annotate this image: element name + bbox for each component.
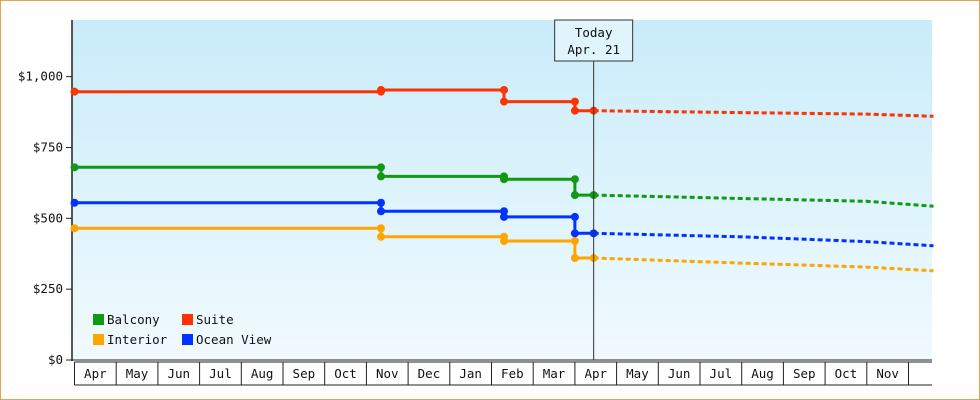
data-point-interior[interactable] (70, 224, 79, 233)
legend-swatch-ocean-view (182, 334, 193, 345)
data-point-balcony[interactable] (376, 172, 385, 181)
x-tick-label: Nov (376, 366, 399, 381)
data-point-balcony[interactable] (500, 175, 509, 184)
y-tick-label: $0 (48, 352, 63, 367)
data-point-balcony[interactable] (570, 191, 579, 200)
x-tick-label: Feb (501, 366, 524, 381)
x-tick-label: Mar (543, 366, 566, 381)
legend-swatch-balcony (93, 314, 104, 325)
x-tick-label: Sep (793, 366, 816, 381)
data-point-ocean-view[interactable] (70, 198, 79, 207)
data-point-ocean-view[interactable] (500, 207, 509, 216)
data-point-suite[interactable] (376, 85, 385, 94)
legend-swatch-interior (93, 334, 104, 345)
x-tick-label: Jan (459, 366, 482, 381)
forecast-line-suite (593, 109, 934, 118)
x-tick-label: Oct (835, 366, 858, 381)
y-tick-label: $1,000 (18, 69, 63, 84)
y-tick-label: $250 (33, 281, 63, 296)
data-point-suite[interactable] (70, 87, 79, 96)
legend-label-ocean-view: Ocean View (196, 332, 272, 347)
data-point-ocean-view[interactable] (376, 207, 385, 216)
data-point-interior[interactable] (376, 232, 385, 241)
x-tick-label: Nov (876, 366, 899, 381)
forecast-line-interior (593, 256, 934, 273)
today-title: Today (575, 25, 613, 40)
legend-label-interior: Interior (107, 332, 168, 347)
forecast-line-ocean-view (593, 231, 934, 248)
data-point-ocean-view[interactable] (376, 198, 385, 207)
x-tick-label: Jun (668, 366, 691, 381)
x-tick-label: Apr (584, 366, 607, 381)
x-tick-label: Apr (84, 366, 107, 381)
legend-label-balcony: Balcony (107, 312, 160, 327)
data-point-ocean-view[interactable] (570, 212, 579, 221)
x-tick-label: Aug (251, 366, 274, 381)
legend-swatch-suite (182, 314, 193, 325)
x-tick-label: Dec (418, 366, 441, 381)
x-tick-label: Jun (167, 366, 190, 381)
x-tick-label: Sep (293, 366, 316, 381)
y-tick-label: $750 (33, 140, 63, 155)
data-point-ocean-view[interactable] (500, 212, 509, 221)
y-tick-label: $500 (33, 210, 63, 225)
data-point-suite[interactable] (570, 97, 579, 106)
x-tick-label: Jul (209, 366, 232, 381)
x-tick-label: Oct (334, 366, 357, 381)
legend-label-suite: Suite (196, 312, 234, 327)
data-point-balcony[interactable] (570, 175, 579, 184)
data-point-suite[interactable] (500, 85, 509, 94)
data-point-interior[interactable] (500, 237, 509, 245)
today-date: Apr. 21 (567, 42, 620, 57)
data-point-interior[interactable] (570, 254, 579, 262)
x-tick-label: Jul (710, 366, 733, 381)
plot-area (72, 20, 932, 360)
data-point-balcony[interactable] (376, 163, 385, 172)
x-tick-label: Aug (751, 366, 774, 381)
data-point-balcony[interactable] (70, 163, 79, 172)
data-point-interior[interactable] (570, 237, 579, 245)
data-point-suite[interactable] (500, 97, 509, 106)
data-point-interior[interactable] (376, 224, 385, 233)
x-tick-label: May (626, 366, 649, 381)
forecast-line-balcony (593, 193, 934, 208)
x-tick-label: May (126, 366, 149, 381)
today-box (554, 19, 634, 62)
data-point-suite[interactable] (570, 106, 579, 115)
data-point-ocean-view[interactable] (570, 229, 579, 238)
